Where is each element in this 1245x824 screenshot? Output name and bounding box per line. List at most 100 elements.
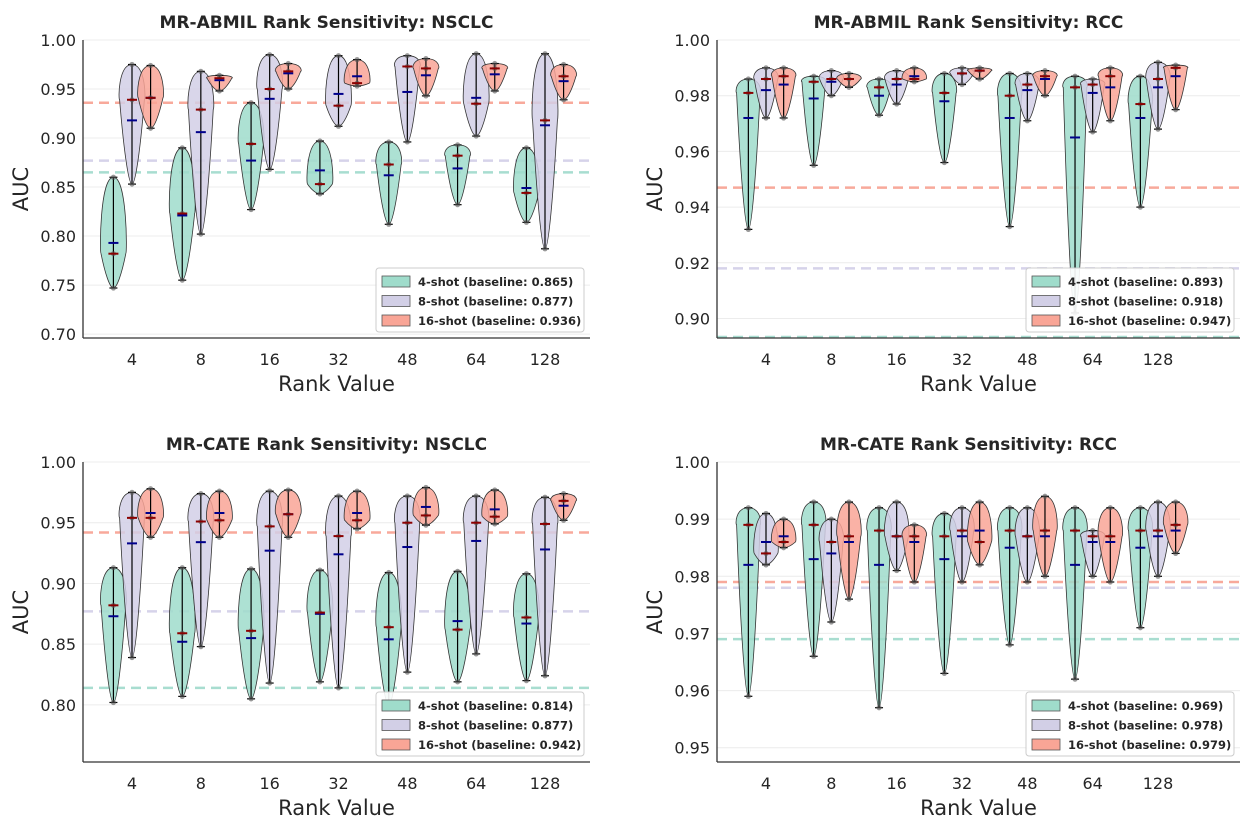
y-tick-label: 1.00 [40,31,76,50]
y-tick-label: 0.75 [40,276,76,295]
data-point [523,219,530,225]
x-tick-label: 8 [196,774,206,793]
data-point [846,70,852,77]
data-point [473,493,479,499]
x-tick-label: 16 [259,774,279,793]
data-point [542,51,548,57]
data-point [977,499,983,505]
data-point [248,566,254,572]
legend-swatch-4-shot [1031,699,1061,712]
data-point [473,51,479,57]
x-tick-label: 16 [886,774,906,793]
legend-swatch-4-shot [1031,275,1061,288]
data-point [386,221,392,227]
legend-entry: 4-shot (baseline: 0.865) [418,275,573,289]
x-tick-label: 32 [328,774,348,793]
legend-entry: 16-shot (baseline: 0.979) [1068,738,1231,752]
data-point [1024,579,1030,585]
legend-swatch-4-shot [381,275,411,288]
data-point [1173,550,1179,557]
data-point [523,145,530,151]
data-point [216,488,223,494]
y-tick-label: 0.92 [674,254,710,273]
y-tick-label: 0.96 [674,142,710,161]
x-tick-label: 16 [886,350,906,369]
data-point [941,510,947,517]
data-point [454,202,461,208]
x-tick-label: 128 [530,774,561,793]
data-point [1090,573,1096,579]
data-point [941,670,947,677]
data-point [110,285,117,291]
data-point [129,181,135,187]
data-point [248,100,254,106]
data-point [198,231,204,237]
y-tick-label: 0.90 [40,574,76,593]
data-point [1107,118,1113,124]
y-axis-label: AUC [9,167,33,211]
data-point [404,669,410,675]
data-point [129,61,135,68]
data-point [110,565,117,571]
data-point [763,562,769,568]
legend-swatch-4-shot [381,699,411,712]
data-point [1007,70,1013,77]
data-point [492,487,498,493]
data-point [473,133,479,139]
legend-entry: 8-shot (baseline: 0.978) [1068,719,1223,733]
legend-entry: 4-shot (baseline: 0.969) [1068,699,1223,713]
data-point [894,101,900,107]
data-point [1072,73,1078,79]
data-point [423,56,429,62]
x-tick-label: 64 [466,350,486,369]
data-point [354,488,360,494]
data-point [846,499,852,505]
x-axis-label: Rank Value [920,372,1037,396]
legend-box [1025,267,1235,333]
y-tick-label: 0.98 [674,567,710,586]
data-point [811,73,817,79]
data-point [894,68,900,74]
y-tick-label: 0.80 [40,227,76,246]
data-point [781,545,787,551]
data-point [1137,625,1143,631]
data-point [542,246,548,252]
x-tick-label: 8 [826,350,836,369]
y-axis-label: AUC [643,167,667,211]
data-point [828,619,834,625]
data-point [1155,59,1161,65]
legend-entry: 8-shot (baseline: 0.877) [418,295,573,309]
x-tick-label: 32 [952,350,972,369]
x-tick-label: 8 [196,350,206,369]
data-point [1090,129,1096,135]
data-point [1042,68,1048,74]
data-point [911,522,917,528]
x-tick-label: 48 [397,350,417,369]
data-point [216,72,223,78]
x-tick-label: 4 [761,350,771,369]
chart-panel-4: 0.950.960.970.980.991.004 8 16 32 48 64 128MR-… [643,435,1240,820]
chart-panel-2: 0.900.920.940.960.981.004 8 16 32 48 64 128MR-… [643,13,1240,396]
x-tick-label: 32 [952,774,972,793]
legend-entry: 8-shot (baseline: 0.918) [1068,295,1223,309]
legend-swatch-8-shot [1031,295,1061,307]
legend: 4-shot (baseline: 0.814) 8-shot (baseline… [375,691,585,757]
data-point [110,174,117,180]
legend: 4-shot (baseline: 0.865) 8-shot (baseline… [375,267,585,333]
data-point [179,693,185,700]
chart-title: MR-ABMIL Rank Sensitivity: NSCLC [160,13,494,33]
data-point [198,68,204,74]
data-point [1072,505,1078,511]
data-point [404,53,410,59]
data-point [1072,676,1078,682]
data-point [404,139,410,145]
data-point [1107,65,1113,71]
x-tick-label: 32 [328,350,348,369]
x-tick-label: 48 [397,774,417,793]
data-point [267,52,273,58]
y-tick-label: 0.99 [674,510,710,529]
x-tick-label: 48 [1017,774,1037,793]
data-point [959,579,965,585]
data-point [745,693,751,699]
data-point [179,565,185,571]
